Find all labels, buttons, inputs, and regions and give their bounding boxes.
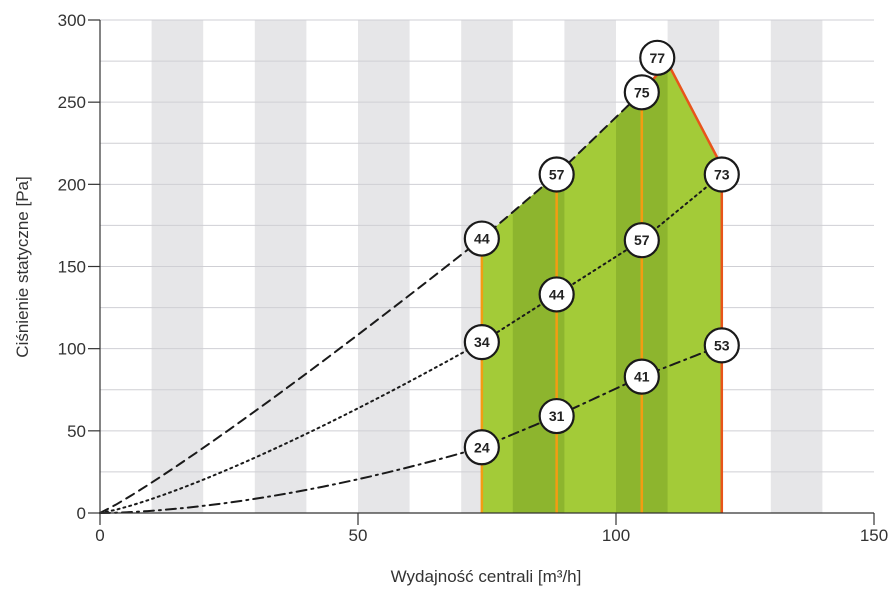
x-tick-label-150: 150 [860, 526, 888, 545]
marker-dash-dot-2-circle [538, 397, 575, 435]
y-tick-label-300: 300 [58, 11, 86, 30]
marker-dashed-1: 44 [463, 220, 500, 257]
marker-dash-dot-3-label: 41 [634, 369, 650, 385]
tick-labels: 0 50 100 150 200 250 300 0 50 100 150 [58, 11, 889, 545]
marker-dashed-3-circle [623, 74, 660, 111]
marker-dotted-1: 34 [463, 323, 500, 361]
marker-dotted-1-label: 34 [474, 334, 490, 350]
marker-dotted-4-label: 73 [714, 166, 730, 182]
marker-dotted-4-circle [703, 156, 740, 193]
marker-dash-dot-4-circle [703, 327, 740, 364]
y-tick-label-0: 0 [77, 504, 86, 523]
marker-dashed-1-label: 44 [474, 231, 490, 247]
marker-dash-dot-3: 41 [623, 358, 660, 395]
marker-dash-dot-4: 53 [703, 327, 740, 364]
curve-dashed [99, 91, 643, 514]
marker-dash-dot-4-label: 53 [714, 337, 730, 353]
marker-peak-circle [639, 39, 676, 76]
marker-dashed-2-label: 57 [549, 166, 565, 182]
x-tick-label-100: 100 [602, 526, 630, 545]
marker-dotted-4: 73 [703, 156, 740, 193]
x-tick-label-50: 50 [349, 526, 368, 545]
marker-peak: 77 [639, 39, 676, 76]
marker-dashed-2-circle [538, 156, 575, 193]
marker-dash-dot-3-circle [623, 358, 660, 395]
x-axis-title: Wydajność centrali [m³/h] [391, 567, 582, 586]
axes [88, 19, 875, 525]
marker-dash-dot-2: 31 [538, 397, 575, 435]
point-markers: 44 57 75 34 44 57 73 24 31 41 53 77 [463, 39, 740, 466]
marker-dash-dot-1: 24 [463, 429, 500, 466]
y-tick-label-150: 150 [58, 258, 86, 277]
marker-dash-dot-2-label: 31 [549, 408, 565, 424]
marker-dotted-2-label: 44 [549, 286, 565, 302]
curve-dotted [99, 173, 723, 514]
operating-area [481, 62, 722, 514]
y-tick-label-100: 100 [58, 340, 86, 359]
y-tick-label-50: 50 [67, 422, 86, 441]
y-tick-label-250: 250 [58, 93, 86, 112]
marker-dashed-3: 75 [623, 74, 660, 111]
marker-dotted-3-circle [623, 222, 660, 259]
x-tick-label-0: 0 [95, 526, 104, 545]
marker-dash-dot-1-circle [463, 429, 500, 466]
y-tick-label-200: 200 [58, 175, 86, 194]
marker-dotted-3: 57 [623, 222, 660, 259]
marker-dotted-2-circle [538, 276, 575, 313]
y-axis-title: Ciśnienie statyczne [Pa] [13, 176, 32, 357]
marker-peak-label: 77 [649, 50, 665, 66]
marker-dotted-3-label: 57 [634, 232, 650, 248]
marker-dash-dot-1-label: 24 [474, 439, 490, 455]
marker-dashed-2: 57 [538, 156, 575, 193]
marker-dashed-3-label: 75 [634, 84, 650, 100]
marker-dashed-1-circle [463, 220, 500, 257]
marker-dotted-2: 44 [538, 276, 575, 313]
marker-dotted-1-circle [463, 323, 500, 361]
